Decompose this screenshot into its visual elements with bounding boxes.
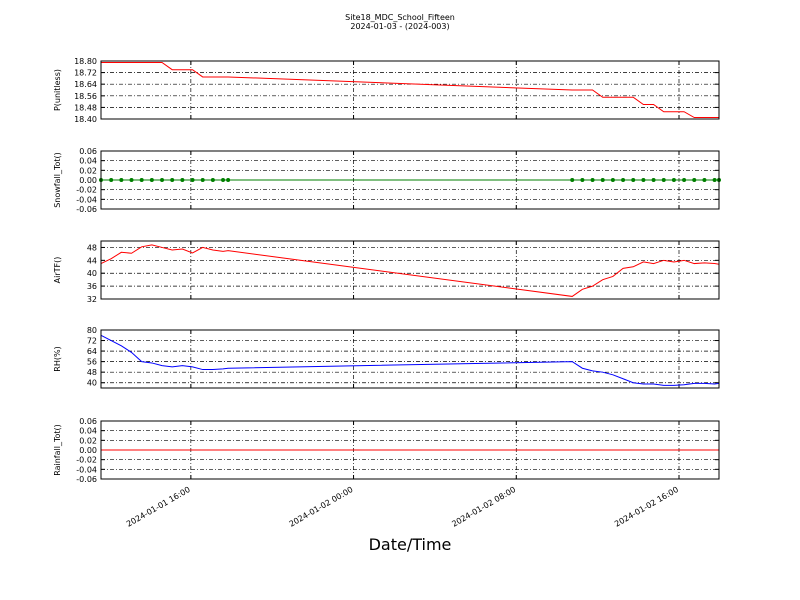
y-tick-label: 48 <box>87 368 97 377</box>
y-tick-label: 18.40 <box>74 115 97 124</box>
y-tick-label: 0.00 <box>79 446 97 455</box>
y-tick-label: 32 <box>87 295 97 304</box>
y-tick-label: 0.02 <box>79 166 97 175</box>
data-point <box>180 178 185 182</box>
data-point <box>149 178 154 182</box>
y-axis-label: AirTF() <box>53 257 62 284</box>
y-tick-label: -0.04 <box>76 195 97 204</box>
plot-frame <box>100 420 720 480</box>
y-tick-label: 64 <box>87 347 97 356</box>
y-axis-label: Snowfall_Tot() <box>53 152 62 208</box>
data-point <box>610 178 615 182</box>
data-point <box>580 178 585 182</box>
data-line <box>100 334 720 386</box>
data-point <box>651 178 656 182</box>
y-tick-label: 56 <box>87 358 97 367</box>
plot-frame <box>100 329 720 389</box>
data-point <box>109 178 114 182</box>
data-point <box>600 178 605 182</box>
data-point <box>210 178 215 182</box>
y-tick-label: 18.80 <box>74 57 97 66</box>
y-tick-label: -0.06 <box>76 475 97 484</box>
plot-frame <box>100 60 720 120</box>
data-point <box>221 178 226 182</box>
y-tick-label: 0.04 <box>79 157 97 166</box>
y-tick-label: 0.06 <box>79 147 97 156</box>
data-point <box>170 178 175 182</box>
data-point <box>641 178 646 182</box>
y-tick-label: 0.06 <box>79 417 97 426</box>
data-point <box>160 178 165 182</box>
data-point <box>139 178 144 182</box>
y-tick-label: 72 <box>87 337 97 346</box>
data-point <box>570 178 575 182</box>
chart-subtitle: 2024-01-03 - (2024-003) <box>350 22 449 31</box>
plot-frame <box>100 240 720 300</box>
data-point <box>712 178 717 182</box>
y-tick-label: 18.64 <box>74 80 97 89</box>
plot-frame <box>100 150 720 210</box>
y-tick-label: -0.02 <box>76 186 97 195</box>
y-axis-label: Rainfall_Tot() <box>53 424 62 476</box>
data-point <box>702 178 707 182</box>
y-tick-label: -0.02 <box>76 456 97 465</box>
y-axis-label: P(unitless) <box>53 69 62 111</box>
y-tick-label: 48 <box>87 243 97 252</box>
y-tick-label: 0.00 <box>79 176 97 185</box>
y-tick-label: 40 <box>87 379 97 388</box>
data-line <box>100 244 720 297</box>
data-point <box>200 178 205 182</box>
y-tick-label: -0.04 <box>76 465 97 474</box>
y-tick-label: 44 <box>87 256 97 265</box>
data-point <box>661 178 666 182</box>
y-tick-label: 18.72 <box>74 69 97 78</box>
data-point <box>226 178 231 182</box>
data-point <box>621 178 626 182</box>
x-axis-label: Date/Time <box>369 535 452 554</box>
y-tick-label: 18.56 <box>74 92 97 101</box>
y-tick-label: 36 <box>87 282 97 291</box>
data-line <box>101 61 719 119</box>
data-point <box>682 178 687 182</box>
data-point <box>129 178 134 182</box>
data-point <box>692 178 697 182</box>
data-point <box>590 178 595 182</box>
y-tick-label: 0.02 <box>79 436 97 445</box>
y-tick-label: 18.48 <box>74 103 97 112</box>
y-tick-label: 40 <box>87 269 97 278</box>
y-axis-label: RH(%) <box>53 346 62 371</box>
chart-title: Site18_MDC_School_Fifteen <box>345 13 455 22</box>
data-point <box>119 178 124 182</box>
y-tick-label: 80 <box>87 326 97 335</box>
y-tick-label: -0.06 <box>76 205 97 214</box>
data-point <box>671 178 676 182</box>
data-point <box>190 178 195 182</box>
y-tick-label: 0.04 <box>79 427 97 436</box>
data-point <box>631 178 636 182</box>
